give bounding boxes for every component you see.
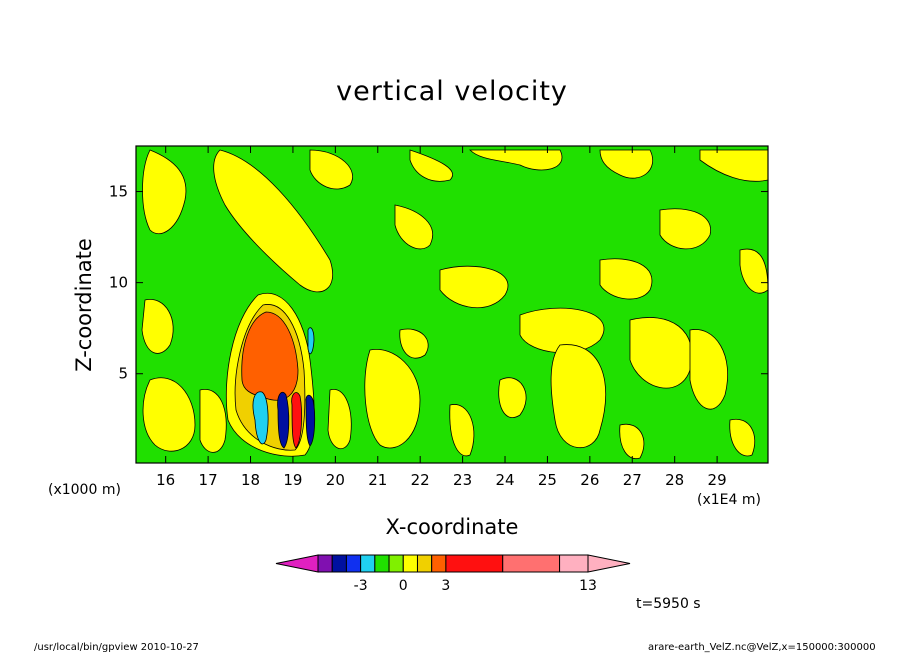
y-tick-label: 10	[109, 274, 128, 292]
footer-right: arare-earth_VelZ.nc@VelZ,x=150000:300000	[648, 642, 876, 653]
colorbar-segment	[317, 554, 333, 573]
x-tick-label: 16	[156, 471, 175, 489]
y-tick-label: 5	[118, 365, 128, 383]
chart-title: vertical velocity	[336, 76, 568, 107]
colorbar-segment	[431, 554, 447, 573]
x-tick-label: 29	[708, 471, 727, 489]
x-tick-label: 24	[495, 471, 514, 489]
x-tick-label: 21	[368, 471, 387, 489]
colorbar-label: 13	[579, 578, 597, 594]
plot-frame	[135, 145, 769, 464]
colorbar: -3 0 3 13	[275, 554, 631, 594]
x-tick-label: 22	[411, 471, 430, 489]
x-tick-label: 20	[326, 471, 345, 489]
colorbar-segment	[360, 554, 376, 573]
updraft-contours	[225, 292, 316, 457]
y-axis-unit: (x1000 m)	[48, 482, 121, 498]
x-axis-unit: (x1E4 m)	[697, 492, 761, 508]
x-tick-label: 17	[199, 471, 218, 489]
x-tick-label: 18	[241, 471, 260, 489]
colorbar-extend-low	[275, 554, 319, 573]
colorbar-segment	[331, 554, 347, 573]
colorbar-segment	[402, 554, 418, 573]
x-tick-label: 26	[580, 471, 599, 489]
x-tick-label: 25	[538, 471, 557, 489]
x-axis: 16 17 18 19 20 21 22 23 24 25 26 27 28 29	[156, 146, 727, 489]
colorbar-label: 0	[399, 578, 408, 594]
colorbar-extend-high	[587, 554, 631, 573]
time-annotation: t=5950 s	[636, 596, 701, 612]
footer-left: /usr/local/bin/gpview 2010-10-27	[34, 642, 199, 653]
x-tick-label: 28	[665, 471, 684, 489]
colorbar-label: -3	[354, 578, 368, 594]
colorbar-segment	[559, 554, 589, 573]
x-tick-label: 19	[283, 471, 302, 489]
colorbar-segment	[345, 554, 362, 573]
colorbar-segment	[388, 554, 404, 573]
y-tick-label: 15	[109, 183, 128, 201]
colorbar-segment	[502, 554, 561, 573]
colorbar-segment	[416, 554, 433, 573]
y-axis: 5 10 15	[109, 183, 768, 383]
colorbar-label: 3	[441, 578, 450, 594]
plot-area	[136, 146, 768, 463]
x-axis-label: X-coordinate	[385, 515, 519, 539]
x-tick-label: 27	[623, 471, 642, 489]
x-tick-label: 23	[453, 471, 472, 489]
colorbar-segment	[374, 554, 390, 573]
colorbar-segment	[445, 554, 504, 573]
weak-positive-contours	[141, 149, 768, 460]
